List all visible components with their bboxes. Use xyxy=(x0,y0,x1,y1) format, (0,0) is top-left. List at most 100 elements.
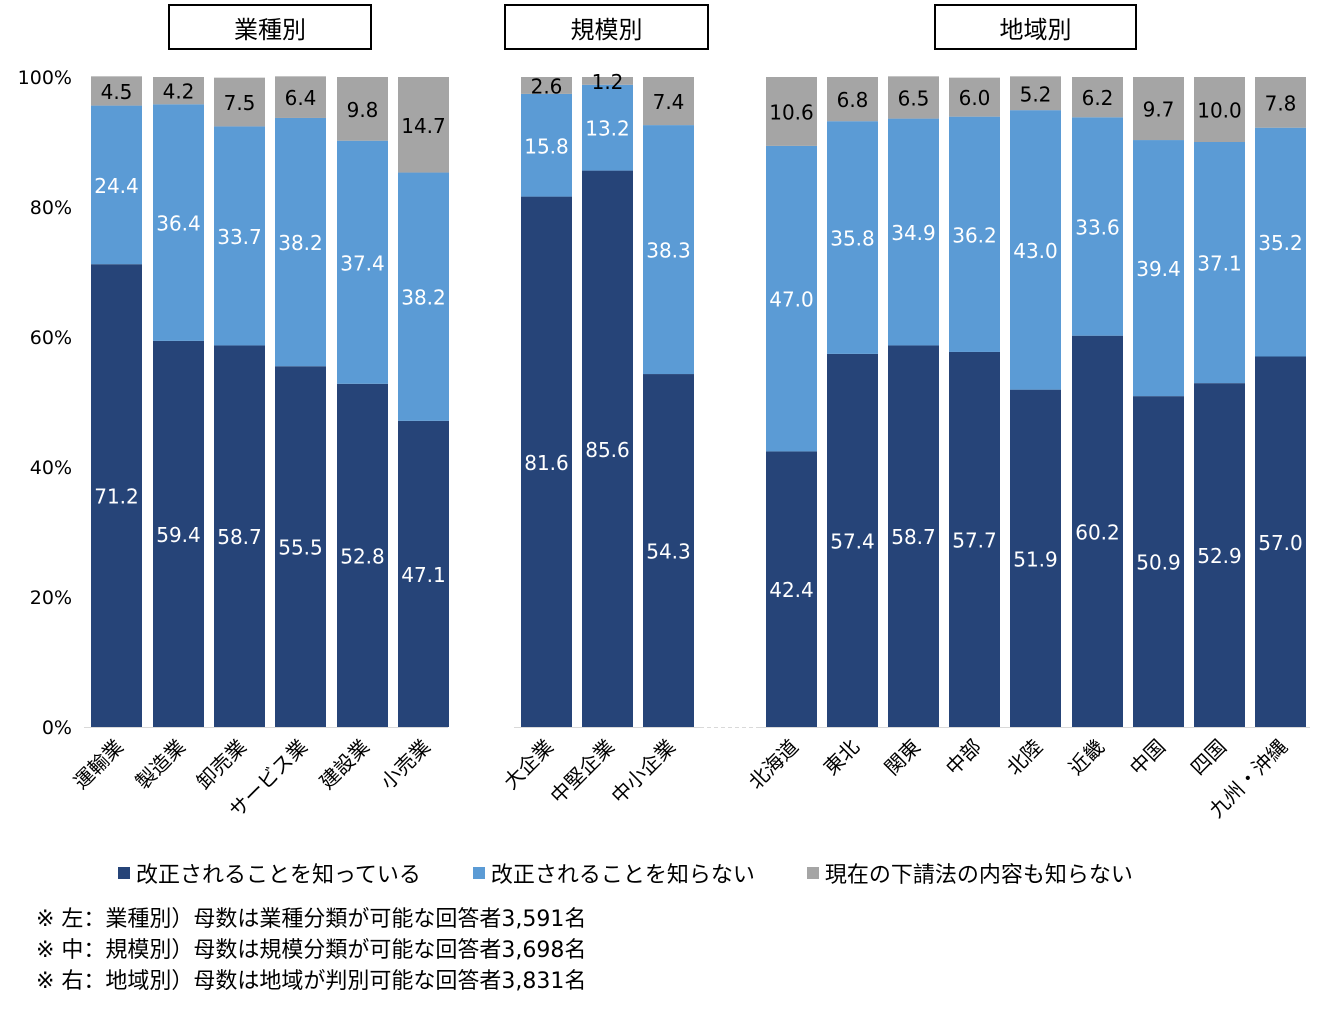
data-label: 36.4 xyxy=(156,212,201,236)
category-label: 中堅企業 xyxy=(545,735,619,809)
category-label: 北海道 xyxy=(744,735,803,794)
bar-segment xyxy=(1072,77,1123,118)
data-label: 6.0 xyxy=(959,86,991,110)
data-label: 7.5 xyxy=(224,91,256,115)
bar-segment xyxy=(949,77,1000,117)
bar-segment xyxy=(337,77,388,141)
bar-segment xyxy=(1072,335,1123,727)
legend-label-no-knowledge: 現在の下請法の内容も知らない xyxy=(824,863,1133,888)
data-label: 35.8 xyxy=(830,227,875,251)
data-label: 71.2 xyxy=(94,485,139,509)
data-label: 85.6 xyxy=(585,438,630,462)
bar-segment xyxy=(643,125,694,375)
data-label: 37.4 xyxy=(340,251,385,275)
data-label: 7.8 xyxy=(1265,91,1297,115)
data-label: 10.6 xyxy=(769,100,814,124)
category-label: 大企業 xyxy=(499,735,558,794)
data-label: 52.8 xyxy=(340,544,385,568)
bar-segment xyxy=(643,374,694,727)
legend-swatch-known xyxy=(118,867,130,879)
bar-segment xyxy=(521,196,572,728)
data-label: 47.1 xyxy=(401,563,446,587)
footnote-region: ※ 右：地域別）母数は地域が判別可能な回答者3,831名 xyxy=(36,969,587,994)
data-label: 81.6 xyxy=(524,451,569,475)
bar-segment xyxy=(214,77,265,127)
group-title-size: 規模別 xyxy=(504,4,709,50)
category-label: 中国 xyxy=(1125,735,1170,780)
bar-segment xyxy=(766,451,817,727)
y-tick-label: 0% xyxy=(42,717,72,739)
data-label: 58.7 xyxy=(891,525,936,549)
legend-label-unknown: 改正されることを知らない xyxy=(490,863,755,888)
category-label: 製造業 xyxy=(131,735,190,794)
data-label: 9.7 xyxy=(1143,98,1175,122)
bar-segment xyxy=(827,77,878,122)
bar-segment xyxy=(1194,77,1245,142)
bar-segment xyxy=(1010,110,1061,390)
bar-segment xyxy=(398,77,449,173)
legend-item-unknown: 改正されることを知らない xyxy=(472,857,755,889)
category-label: 運輸業 xyxy=(69,735,128,794)
bar-segment xyxy=(827,121,878,354)
category-label: 四国 xyxy=(1186,735,1231,780)
legend-item-known: 改正されることを知っている xyxy=(118,857,421,889)
data-label: 42.4 xyxy=(769,578,814,602)
data-label: 36.2 xyxy=(952,223,997,247)
group-title-region: 地域別 xyxy=(934,4,1137,50)
bar-segment xyxy=(153,77,204,105)
data-label: 7.4 xyxy=(653,90,685,114)
data-label: 47.0 xyxy=(769,288,814,312)
data-label: 13.2 xyxy=(585,117,630,141)
bar-segment xyxy=(949,116,1000,352)
footnote-industry: ※ 左：業種別）母数は業種分類が可能な回答者3,591名 xyxy=(36,907,587,932)
data-label: 59.4 xyxy=(156,523,201,547)
bar-segment xyxy=(275,76,326,118)
data-label: 4.5 xyxy=(101,80,133,104)
y-tick-label: 80% xyxy=(30,197,72,219)
bar-segment xyxy=(1010,389,1061,727)
y-tick-label: 20% xyxy=(30,587,72,609)
data-label: 2.6 xyxy=(531,74,563,98)
y-tick-label: 40% xyxy=(30,457,72,479)
data-label: 55.5 xyxy=(278,536,323,560)
bar-segment xyxy=(1133,140,1184,397)
legend: 改正されることを知っている 改正されることを知らない 現在の下請法の内容も知らな… xyxy=(118,857,1185,889)
data-label: 58.7 xyxy=(217,525,262,549)
category-label: 建設業 xyxy=(315,735,374,794)
data-label: 60.2 xyxy=(1075,520,1120,544)
data-label: 38.2 xyxy=(401,286,446,310)
bar-segment xyxy=(1255,356,1306,727)
bar-segment xyxy=(521,93,572,197)
data-label: 10.0 xyxy=(1197,99,1242,123)
bar-segment xyxy=(888,118,939,346)
bar-segment xyxy=(582,84,633,171)
category-label: 東北 xyxy=(819,735,864,780)
bar-segment xyxy=(1194,142,1245,384)
legend-swatch-no-knowledge xyxy=(806,867,819,879)
data-label: 52.9 xyxy=(1197,544,1242,568)
bar-segment xyxy=(1133,77,1184,141)
data-label: 57.4 xyxy=(830,529,875,553)
bar-segment xyxy=(888,76,939,119)
bar-segment xyxy=(91,105,142,265)
data-label: 9.8 xyxy=(347,98,379,122)
data-label: 6.4 xyxy=(285,86,317,110)
data-label: 14.7 xyxy=(401,114,446,138)
category-label: 中部 xyxy=(941,735,986,780)
bar-segment xyxy=(766,77,817,146)
data-label: 38.3 xyxy=(646,239,691,263)
legend-item-no-knowledge: 現在の下請法の内容も知らない xyxy=(806,857,1133,889)
data-label: 35.2 xyxy=(1258,231,1303,255)
data-label: 38.2 xyxy=(278,231,323,255)
category-label: 関東 xyxy=(880,735,925,780)
category-label: 近畿 xyxy=(1064,735,1109,780)
bar-segment xyxy=(214,126,265,346)
data-label: 33.7 xyxy=(217,225,262,249)
bar-segment xyxy=(1133,396,1184,727)
bar-segment xyxy=(1255,77,1306,128)
bar-segment xyxy=(582,170,633,728)
data-label: 51.9 xyxy=(1013,547,1058,571)
y-tick-label: 100% xyxy=(18,67,72,89)
bar-segment xyxy=(888,345,939,727)
